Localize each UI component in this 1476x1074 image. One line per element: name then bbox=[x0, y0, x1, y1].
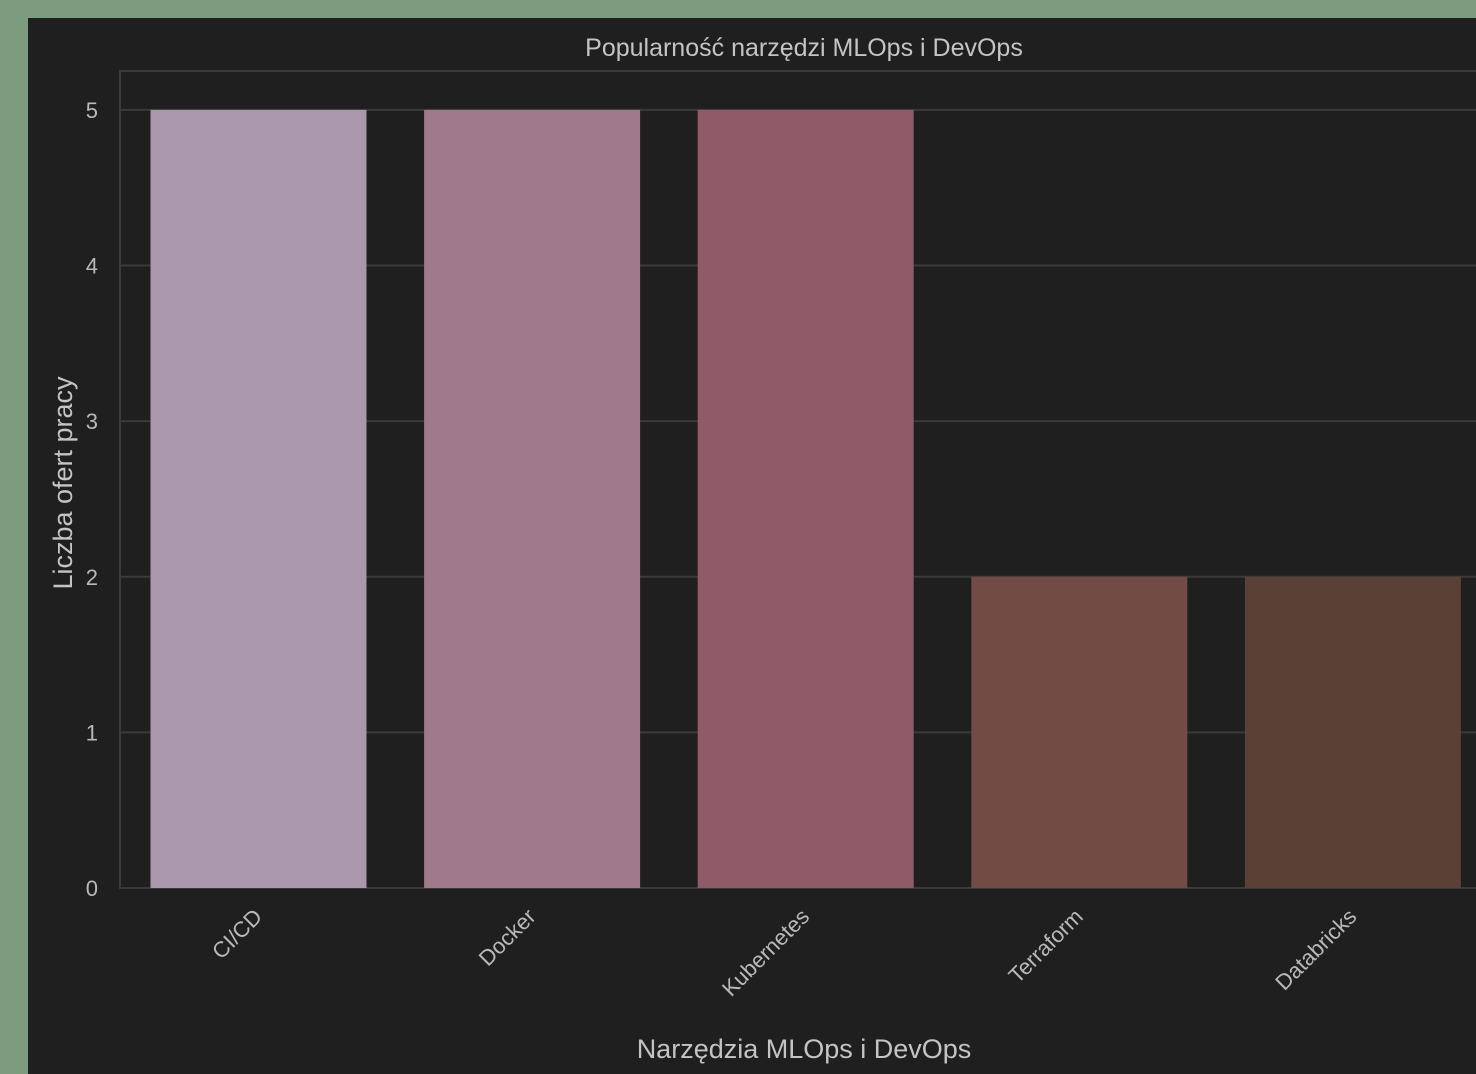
y-tick-label: 4 bbox=[86, 254, 98, 279]
x-axis-ticks: CI/CD Docker Kubernetes Terraform Databricks bbox=[207, 904, 1361, 1001]
bars bbox=[150, 109, 1461, 888]
x-tick-label: Kubernetes bbox=[717, 904, 814, 1001]
chart-title: Popularność narzędzi MLOps i DevOps bbox=[585, 34, 1023, 62]
bar-databricks bbox=[1244, 576, 1461, 888]
bar-terraform bbox=[971, 576, 1188, 888]
y-tick-label: 1 bbox=[86, 720, 98, 745]
x-tick-label: Terraform bbox=[1004, 904, 1088, 988]
x-tick-label: CI/CD bbox=[207, 904, 267, 964]
y-tick-label: 2 bbox=[86, 565, 98, 590]
y-axis-ticks: 0 1 2 3 4 5 bbox=[86, 98, 98, 901]
bar-docker bbox=[424, 109, 641, 888]
x-tick-label: Docker bbox=[474, 904, 541, 971]
bar-chart: 0 1 2 3 4 5 CI/CD Docker Kubernetes Terraform Dat… bbox=[48, 34, 1476, 1064]
y-tick-label: 3 bbox=[86, 409, 98, 434]
x-axis-label: Narzędzia MLOps i DevOps bbox=[637, 1034, 972, 1064]
y-tick-label: 0 bbox=[86, 876, 98, 901]
x-tick-label: Databricks bbox=[1270, 904, 1361, 995]
y-axis-label: Liczba ofert pracy bbox=[48, 376, 78, 590]
bar-ci-cd bbox=[150, 109, 367, 888]
bar-kubernetes bbox=[697, 109, 914, 888]
y-tick-label: 5 bbox=[86, 98, 98, 123]
chart-frame: 0 1 2 3 4 5 CI/CD Docker Kubernetes Terraform Dat… bbox=[28, 18, 1476, 1074]
